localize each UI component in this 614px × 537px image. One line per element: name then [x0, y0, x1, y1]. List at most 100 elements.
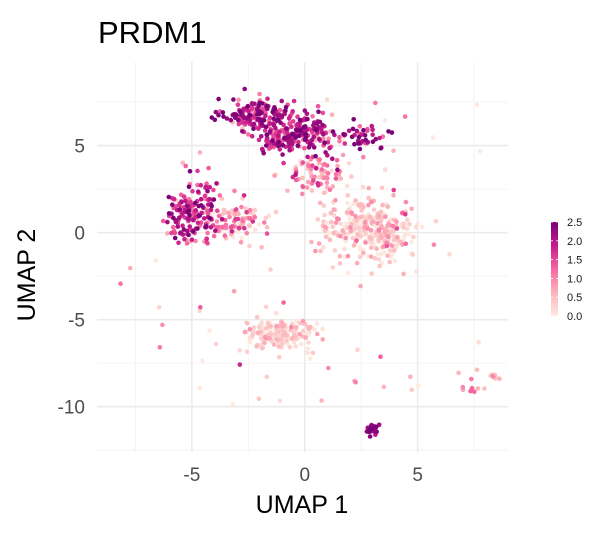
cell-point [394, 219, 399, 224]
cell-point [321, 190, 327, 196]
cell-point [345, 270, 351, 276]
cell-point [316, 241, 322, 246]
cell-point [301, 328, 306, 334]
cell-point [325, 175, 330, 181]
cell-point [204, 236, 209, 242]
points-layer [118, 86, 502, 439]
cell-point [357, 146, 363, 152]
cell-point [184, 203, 190, 209]
cell-point [327, 145, 332, 151]
cell-point [358, 283, 363, 289]
cell-point [233, 217, 238, 222]
cell-point [196, 213, 202, 219]
cell-point [186, 232, 191, 238]
cell-point [224, 116, 230, 121]
cell-point [260, 345, 266, 351]
cell-point [340, 152, 346, 158]
cell-point [227, 214, 232, 220]
cell-point [358, 233, 364, 239]
cell-point [244, 349, 250, 355]
cell-point [323, 150, 328, 155]
cell-point [294, 325, 299, 330]
cell-point [216, 213, 222, 219]
cell-point [166, 211, 172, 216]
y-tick-label: 0 [74, 224, 85, 245]
cell-point [268, 267, 273, 272]
cell-point [367, 234, 372, 240]
cell-point [307, 356, 313, 361]
cell-point [447, 252, 452, 257]
cell-point [236, 225, 242, 231]
x-tick-label: -5 [183, 465, 200, 486]
cell-point [348, 225, 353, 230]
cell-point [327, 237, 333, 243]
cell-point [232, 212, 238, 218]
cell-point [380, 202, 385, 208]
cell-point [205, 211, 211, 216]
cell-point [246, 132, 251, 137]
cell-point [366, 185, 372, 191]
cell-point [365, 128, 370, 133]
cell-point [408, 374, 413, 380]
cell-point [307, 324, 313, 330]
cell-point [329, 168, 334, 173]
cell-point [216, 96, 221, 102]
cell-point [214, 219, 220, 224]
cell-point [321, 245, 326, 250]
cell-point [315, 181, 321, 186]
cell-point [337, 253, 343, 259]
cell-point [239, 120, 245, 125]
cell-point [373, 100, 378, 106]
cell-point [350, 235, 356, 241]
cell-point [175, 224, 181, 229]
cell-point [358, 202, 363, 207]
cell-point [219, 224, 225, 230]
cell-point [352, 141, 357, 147]
cell-point [333, 176, 339, 181]
cell-point [391, 148, 396, 153]
cell-point [290, 119, 296, 124]
cell-point [298, 128, 303, 133]
cell-point [319, 167, 325, 172]
cell-point [406, 231, 412, 237]
cell-point [391, 237, 397, 243]
cell-point [376, 213, 382, 219]
cell-point [181, 194, 187, 199]
cell-point [395, 242, 400, 248]
cell-point [370, 139, 376, 145]
x-tick-labels: -5 0 5 [183, 465, 423, 486]
cell-point [350, 126, 356, 132]
cell-point [295, 114, 300, 119]
cell-point [338, 233, 343, 239]
cell-point [338, 176, 344, 181]
cell-point [389, 130, 395, 135]
cell-point [237, 362, 243, 367]
cell-point [476, 340, 481, 345]
cell-point [256, 137, 262, 143]
cell-point [203, 184, 209, 190]
cell-point [176, 240, 181, 246]
cell-point [270, 138, 275, 143]
cell-point [267, 129, 273, 134]
cell-point [230, 402, 236, 407]
cell-point [327, 187, 333, 193]
x-tick-label: 5 [412, 465, 423, 486]
cell-point [312, 174, 317, 179]
cell-point [460, 384, 466, 390]
cell-point [330, 265, 336, 270]
cell-point [244, 230, 250, 236]
cell-point [394, 226, 400, 231]
cell-point [198, 305, 203, 310]
cell-point [198, 182, 204, 188]
cell-point [322, 212, 327, 218]
cell-point [223, 225, 229, 231]
cell-point [345, 193, 351, 198]
cell-point [279, 320, 285, 325]
cell-point [349, 221, 355, 227]
cell-point [323, 234, 329, 240]
cell-point [240, 218, 245, 224]
cell-point [195, 226, 200, 231]
y-tick-label: 5 [74, 137, 85, 158]
cell-point [166, 194, 172, 200]
cell-point [207, 184, 212, 190]
